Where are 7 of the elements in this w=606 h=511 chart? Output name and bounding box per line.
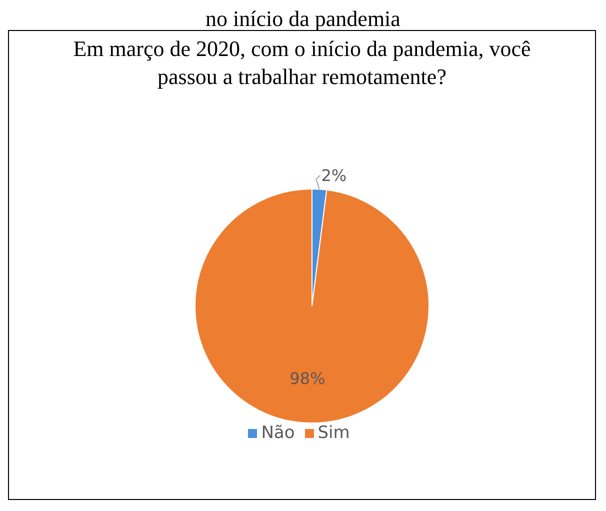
data-label: 98% <box>290 368 326 388</box>
legend-label: Não <box>261 423 295 443</box>
data-label: 2% <box>321 166 347 185</box>
pie-slice <box>194 188 430 424</box>
legend-label: Sim <box>318 423 350 443</box>
text: no início da pandemia <box>204 6 402 31</box>
chart-title: Em março de 2020, com o início da pandemia, você passou a trabalhar remotamente? <box>72 35 532 91</box>
